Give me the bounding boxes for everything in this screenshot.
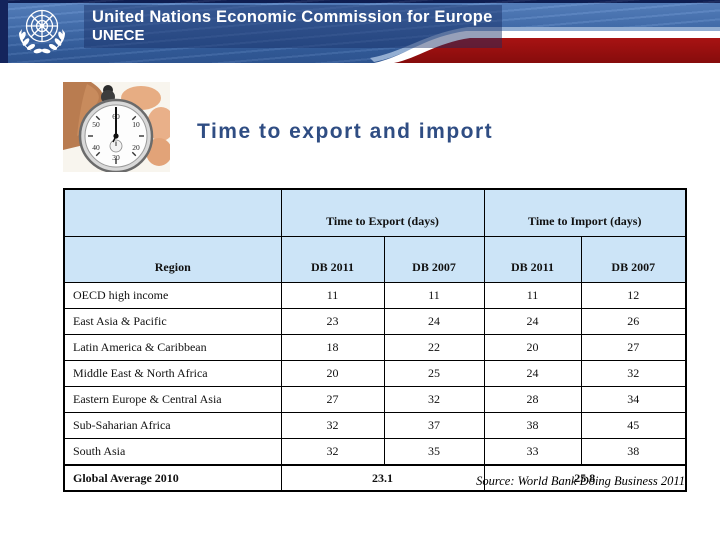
col-header: DB 2007 (580, 236, 687, 283)
export-average-value: 23.1 (280, 464, 485, 492)
table-row: Middle East & North Africa 20 25 24 32 (63, 360, 687, 387)
value-cell: 12 (580, 282, 687, 309)
stopwatch-image: 60 10 20 30 40 50 (63, 82, 170, 172)
banner-subtitle: UNECE (92, 26, 145, 44)
total-label: Global Average 2010 (63, 464, 282, 492)
un-logo (19, 9, 65, 54)
source-note: Source: World Bank Doing Business 2011 (476, 474, 685, 488)
value-cell: 35 (383, 438, 485, 466)
stopwatch-numeral: 40 (92, 143, 100, 152)
table-row: Sub-Saharian Africa 32 37 38 45 (63, 412, 687, 439)
table-row: Eastern Europe & Central Asia 27 32 28 3… (63, 386, 687, 413)
value-cell: 20 (483, 334, 582, 361)
region-label: East Asia & Pacific (63, 308, 282, 335)
value-cell: 32 (580, 360, 687, 387)
value-cell: 24 (483, 308, 582, 335)
value-cell: 33 (483, 438, 582, 466)
value-cell: 32 (280, 438, 385, 466)
region-label: Latin America & Caribbean (63, 334, 282, 361)
import-group-header: Time to Import (days) (483, 188, 687, 237)
import-average-value: 25.8 (483, 464, 687, 492)
value-cell: 20 (280, 360, 385, 387)
value-cell: 11 (483, 282, 582, 309)
value-cell: 37 (383, 412, 485, 439)
col-header: DB 2011 (280, 236, 385, 283)
table-row: East Asia & Pacific 23 24 24 26 (63, 308, 687, 335)
table-total-row: Global Average 2010 23.1 25.8 (63, 464, 687, 492)
col-header: DB 2011 (483, 236, 582, 283)
value-cell: 28 (483, 386, 582, 413)
page-title: Time to export and import (197, 120, 494, 143)
value-cell: 38 (483, 412, 582, 439)
region-label: South Asia (63, 438, 282, 466)
table-row: OECD high income 11 11 11 12 (63, 282, 687, 309)
stopwatch-numeral: 30 (112, 153, 120, 162)
value-cell: 18 (280, 334, 385, 361)
header-banner: United Nations Economic Commission for E… (0, 0, 720, 63)
banner-left-strip (0, 0, 8, 63)
table-column-header-row: Region DB 2011 DB 2007 DB 2011 DB 2007 (63, 236, 687, 283)
export-group-header: Time to Export (days) (280, 188, 485, 237)
region-label: Sub-Saharian Africa (63, 412, 282, 439)
table-row: Latin America & Caribbean 18 22 20 27 (63, 334, 687, 361)
value-cell: 34 (580, 386, 687, 413)
value-cell: 27 (280, 386, 385, 413)
blank-header-cell (63, 188, 282, 237)
stopwatch-numeral: 50 (92, 120, 100, 129)
value-cell: 11 (280, 282, 385, 309)
col-header: DB 2007 (383, 236, 485, 283)
red-swoosh-graphic (370, 27, 720, 63)
banner-title: United Nations Economic Commission for E… (92, 8, 493, 26)
region-header: Region (63, 236, 282, 283)
value-cell: 23 (280, 308, 385, 335)
stopwatch-numeral: 10 (132, 120, 140, 129)
stopwatch-numeral: 20 (132, 143, 140, 152)
value-cell: 32 (280, 412, 385, 439)
value-cell: 45 (580, 412, 687, 439)
region-label: Middle East & North Africa (63, 360, 282, 387)
value-cell: 27 (580, 334, 687, 361)
table-row: South Asia 32 35 33 38 (63, 438, 687, 466)
time-to-trade-table: Time to Export (days) Time to Import (da… (63, 188, 687, 492)
region-label: Eastern Europe & Central Asia (63, 386, 282, 413)
banner-title-block: United Nations Economic Commission for E… (84, 5, 503, 49)
value-cell: 22 (383, 334, 485, 361)
value-cell: 24 (483, 360, 582, 387)
table-group-header-row: Time to Export (days) Time to Import (da… (63, 188, 687, 237)
value-cell: 38 (580, 438, 687, 466)
region-label: OECD high income (63, 282, 282, 309)
value-cell: 24 (383, 308, 485, 335)
value-cell: 32 (383, 386, 485, 413)
value-cell: 26 (580, 308, 687, 335)
value-cell: 11 (383, 282, 485, 309)
value-cell: 25 (383, 360, 485, 387)
